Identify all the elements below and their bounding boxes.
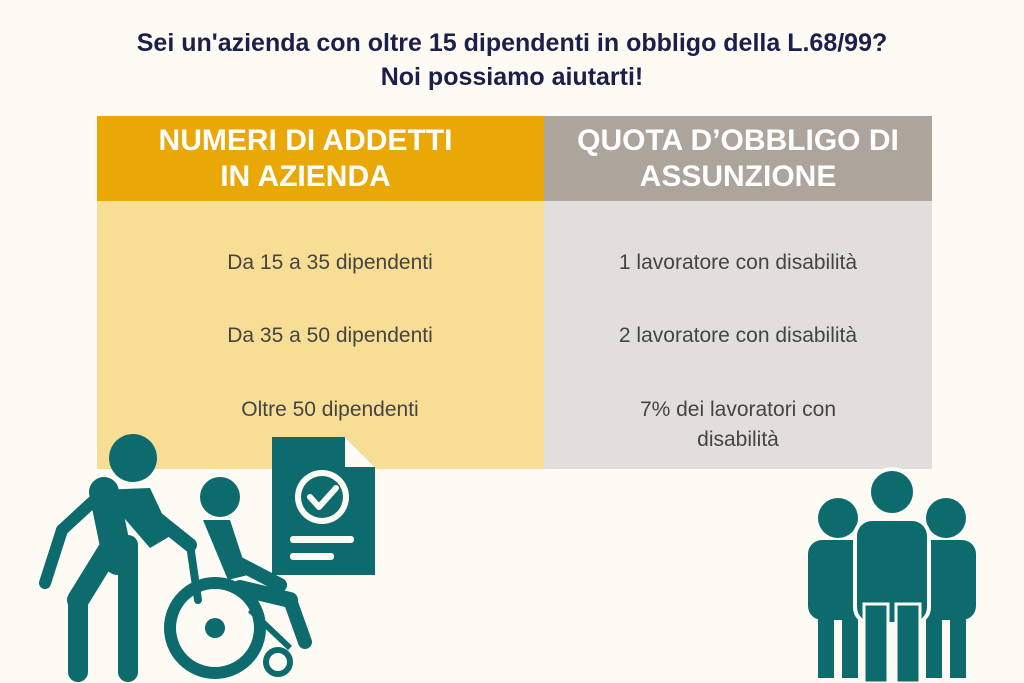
table-header-employees: NUMERI DI ADDETTI IN AZIENDA bbox=[97, 116, 544, 201]
table-cell-employees: Oltre 50 dipendenti bbox=[241, 398, 419, 421]
table-header-quota: QUOTA D’OBBLIGO DI ASSUNZIONE bbox=[544, 116, 932, 201]
headline: Sei un'azienda con oltre 15 dipendenti i… bbox=[0, 26, 1024, 94]
headline-line-2: Noi possiamo aiutarti! bbox=[380, 63, 644, 91]
table-cell-quota: 1 lavoratore con disabilità bbox=[618, 251, 858, 274]
table-cell-employees: Da 35 a 50 dipendenti bbox=[227, 324, 433, 347]
wheelchair-assistance-icon bbox=[39, 434, 312, 682]
table-cell-quota: 2 lavoratore con disabilità bbox=[618, 324, 858, 347]
table-cell-quota: 7% dei lavoratori con disabilità bbox=[639, 398, 837, 451]
table-body-left bbox=[97, 201, 544, 469]
group-of-people-icon bbox=[808, 467, 976, 683]
certified-document-icon bbox=[272, 437, 375, 575]
headline-line-1: Sei un'azienda con oltre 15 dipendenti i… bbox=[136, 29, 888, 57]
table-cell-employees: Da 15 a 35 dipendenti bbox=[227, 251, 433, 274]
table-body-right bbox=[544, 201, 932, 469]
